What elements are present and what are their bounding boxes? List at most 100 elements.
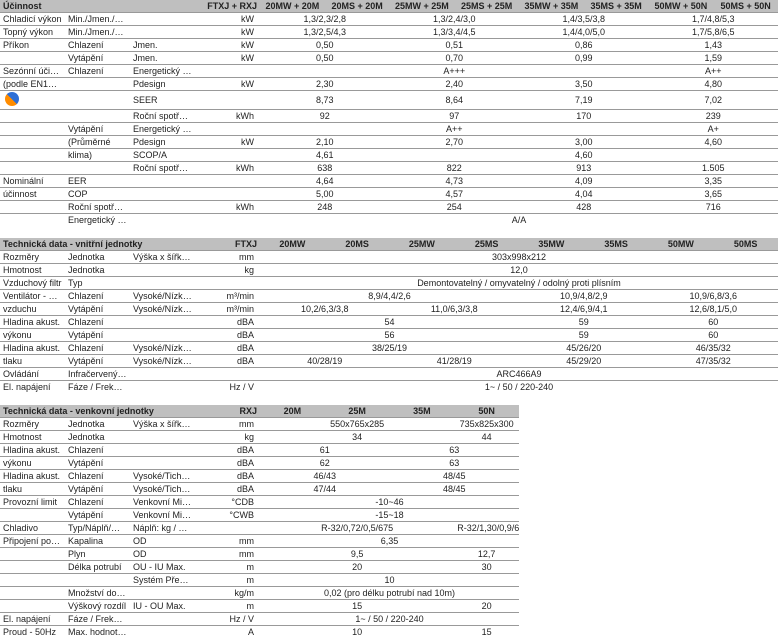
value-cell: 45/26/20 bbox=[519, 342, 649, 355]
data-row: klima)SCOP/A4,614,60 bbox=[0, 149, 778, 162]
value-cell: 1~ / 50 / 220-240 bbox=[260, 613, 519, 626]
value-cell: 46/35/32 bbox=[649, 342, 778, 355]
value-cell bbox=[713, 149, 778, 162]
section-code: FTXJ + RXJ bbox=[195, 0, 260, 13]
data-row: VytápěníEnergetický štítekA++A+ bbox=[0, 123, 778, 136]
value-cell: 10,9/4,8/2,9 bbox=[519, 290, 649, 303]
value-cell: 97 bbox=[390, 110, 520, 123]
value-cell: 4,73 bbox=[390, 175, 520, 188]
section-title: Technická data - vnitřní jednotky bbox=[0, 238, 195, 251]
value-cell: 40/28/19 bbox=[260, 355, 390, 368]
value-cell: 12,6/8,1/5,0 bbox=[649, 303, 778, 316]
data-row: Topný výkonMin./Jmen./Max.kW1,3/2,5/4,31… bbox=[0, 26, 778, 39]
value-cell: -10~46 bbox=[260, 496, 519, 509]
value-cell: A++ bbox=[260, 123, 649, 136]
value-cell: 44 bbox=[454, 431, 519, 444]
data-row: Výškový rozdílIU - OU Max.m1520 bbox=[0, 600, 778, 613]
value-cell: 12,7 bbox=[454, 548, 519, 561]
data-row: PlynODmm9,512,7 bbox=[0, 548, 778, 561]
value-cell: 1.505 bbox=[649, 162, 778, 175]
column-header: 50MW bbox=[649, 238, 714, 251]
data-row: Množství doplňovaného chladivakg/m0,02 (… bbox=[0, 587, 778, 600]
data-row: Hladina akust.ChlazenídBA6163 bbox=[0, 444, 778, 457]
data-row: Hladina akust.ChlazeníVysoké/Tichý provo… bbox=[0, 470, 778, 483]
value-cell: 0,99 bbox=[519, 52, 649, 65]
value-cell: 550x765x285 bbox=[260, 418, 454, 431]
column-header: 35M bbox=[390, 405, 455, 418]
value-cell: 9,5 bbox=[260, 548, 454, 561]
column-header: 20M bbox=[260, 405, 325, 418]
data-row: účinnostCOP5,004,574,043,65 bbox=[0, 188, 778, 201]
column-header: 25MS bbox=[454, 238, 519, 251]
column-header: 25MW bbox=[390, 238, 455, 251]
value-cell: 63 bbox=[390, 444, 520, 457]
data-row: Proud - 50HzMax. hodnota proudového jišt… bbox=[0, 626, 778, 638]
value-cell: 4,60 bbox=[649, 136, 778, 149]
value-cell bbox=[390, 149, 455, 162]
value-cell: 48/45 bbox=[390, 470, 520, 483]
value-cell: 4,80 bbox=[649, 78, 778, 91]
value-cell: 239 bbox=[649, 110, 778, 123]
data-row: Roční spotřeba energiekWh248254428716 bbox=[0, 201, 778, 214]
value-cell: 1~ / 50 / 220-240 bbox=[260, 381, 778, 394]
column-header: 20MS bbox=[325, 238, 390, 251]
value-cell: 10 bbox=[260, 574, 519, 587]
value-cell: 59 bbox=[519, 316, 649, 329]
data-row: ChladivoTyp/Náplň/GWPNáplň: kg / TCO₂eqR… bbox=[0, 522, 778, 535]
value-cell: 5,00 bbox=[260, 188, 390, 201]
value-cell: 60 bbox=[649, 316, 778, 329]
value-cell: 1,7/5,8/6,5 bbox=[649, 26, 778, 39]
data-row: Systém Předplněnom10 bbox=[0, 574, 778, 587]
column-header: 35MW bbox=[519, 238, 584, 251]
value-cell: Demontovatelný / omyvatelný / odolný pro… bbox=[260, 277, 778, 290]
value-cell: 0,70 bbox=[390, 52, 520, 65]
value-cell: 3,35 bbox=[649, 175, 778, 188]
data-row: Sezónní účinnostChlazeníEnergetický štít… bbox=[0, 65, 778, 78]
column-header: 35MS + 35M bbox=[584, 0, 649, 13]
value-cell: 48/45 bbox=[390, 483, 520, 496]
value-cell: 2,70 bbox=[390, 136, 520, 149]
value-cell: 15 bbox=[260, 600, 454, 613]
value-cell: 61 bbox=[260, 444, 390, 457]
column-header: 25MW + 25M bbox=[390, 0, 455, 13]
data-row: VytápěníJmen.kW0,500,700,991,59 bbox=[0, 52, 778, 65]
value-cell: 4,57 bbox=[390, 188, 520, 201]
value-cell: 8,64 bbox=[390, 91, 520, 110]
value-cell: R-32/0,72/0,5/675 bbox=[260, 522, 454, 535]
value-cell: -15~18 bbox=[260, 509, 519, 522]
value-cell: 1,3/2,3/2,8 bbox=[260, 13, 390, 26]
data-row: RozměryJednotkaVýška x šířka x hloubkamm… bbox=[0, 418, 778, 431]
data-row: Délka potrubíOU - IU Max.m2030 bbox=[0, 561, 778, 574]
value-cell: 10,2/6,3/3,8 bbox=[260, 303, 390, 316]
value-cell: 63 bbox=[390, 457, 520, 470]
value-cell: A+++ bbox=[260, 65, 649, 78]
data-row: HmotnostJednotkakg12,0 bbox=[0, 264, 778, 277]
value-cell: 1,3/3,4/4,5 bbox=[390, 26, 520, 39]
value-cell: 92 bbox=[260, 110, 390, 123]
value-cell: 0,86 bbox=[519, 39, 649, 52]
data-row: HmotnostJednotkakg3444 bbox=[0, 431, 778, 444]
data-row: výkonuVytápěnídBA6263 bbox=[0, 457, 778, 470]
value-cell: 12,4/6,9/4,1 bbox=[519, 303, 649, 316]
value-cell: 41/28/19 bbox=[390, 355, 520, 368]
data-row: El. napájeníFáze / Frekvence / NapětíHz … bbox=[0, 613, 778, 626]
value-cell: 735x825x300 bbox=[454, 418, 519, 431]
value-cell: 2,10 bbox=[260, 136, 390, 149]
column-header: 25MS + 25M bbox=[454, 0, 519, 13]
data-row: VytápěníVenkovní Min.~Max.°CWB-15~18 bbox=[0, 509, 778, 522]
value-cell: 170 bbox=[519, 110, 649, 123]
value-cell: 1,4/3,5/3,8 bbox=[519, 13, 649, 26]
value-cell: A++ bbox=[649, 65, 778, 78]
value-cell: 4,64 bbox=[260, 175, 390, 188]
value-cell: 248 bbox=[260, 201, 390, 214]
data-row: Roční spotřeba energiekWh9297170239 bbox=[0, 110, 778, 123]
data-row: (PrůměrnéPdesignkW2,102,703,004,60 bbox=[0, 136, 778, 149]
section-title: Účinnost bbox=[0, 0, 195, 13]
value-cell: 59 bbox=[519, 329, 649, 342]
value-cell: 0,50 bbox=[260, 52, 390, 65]
energy-icon bbox=[5, 92, 19, 106]
value-cell: 1,4/4,0/5,0 bbox=[519, 26, 649, 39]
data-row: výkonuVytápěnídBA565960 bbox=[0, 329, 778, 342]
data-row: Chladicí výkonMin./Jmen./Max.kW1,3/2,3/2… bbox=[0, 13, 778, 26]
data-row: Provozní limitChlazeníVenkovní Min.~Max.… bbox=[0, 496, 778, 509]
